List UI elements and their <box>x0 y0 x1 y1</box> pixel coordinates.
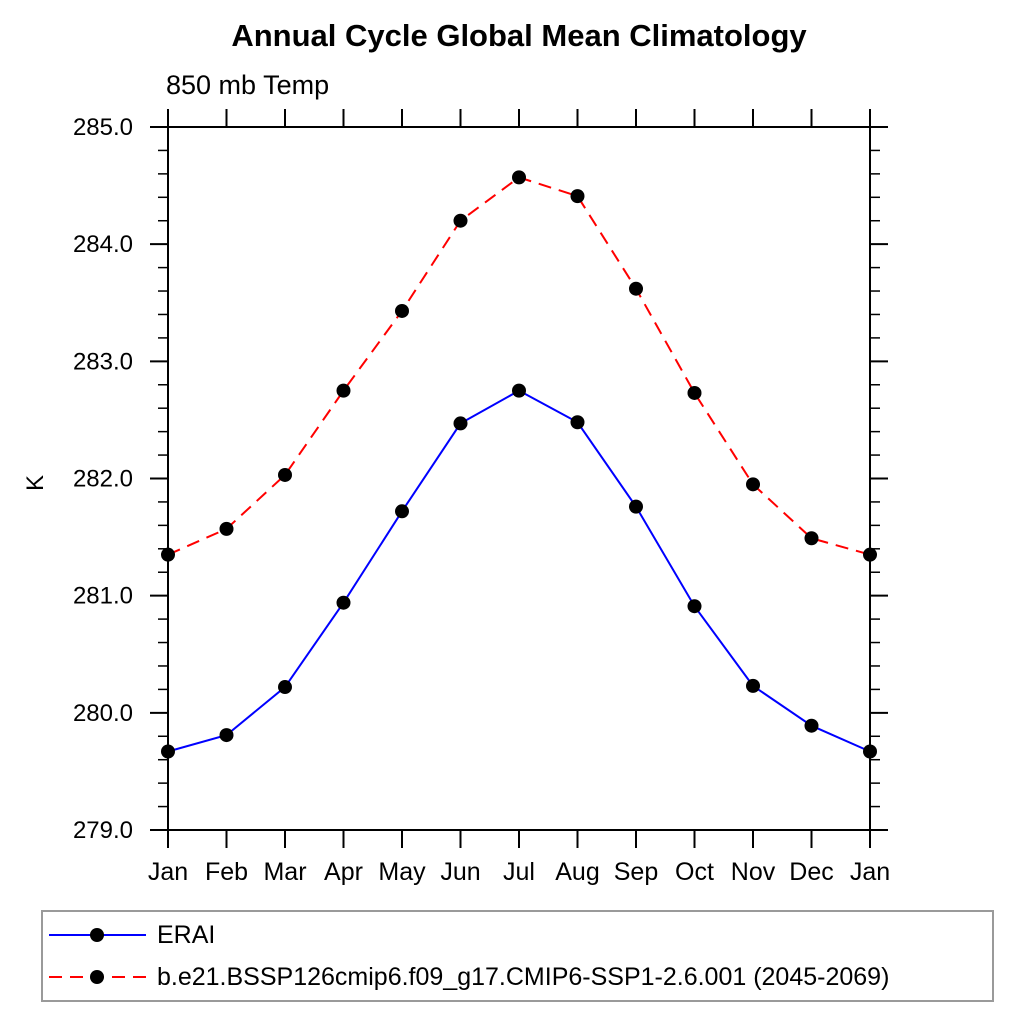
y-tick-label: 283.0 <box>73 348 133 375</box>
x-tick-label: Jul <box>503 858 535 886</box>
y-tick-label: 282.0 <box>73 466 133 493</box>
legend-row-model: b.e21.BSSP126cmip6.f09_g17.CMIP6-SSP1-2.… <box>43 956 992 998</box>
data-point <box>746 477 760 492</box>
data-point <box>219 521 234 536</box>
data-point <box>687 385 702 400</box>
series-line-model <box>167 176 871 556</box>
legend-label-erai: ERAI <box>157 920 216 949</box>
x-tick-label: Oct <box>675 858 714 886</box>
data-point <box>395 504 409 519</box>
x-tick-label: Mar <box>263 858 306 886</box>
x-tick-label: Jun <box>440 858 480 886</box>
x-tick-label: May <box>378 858 426 886</box>
x-tick-label: Jan <box>850 858 890 886</box>
x-tick-label: Apr <box>324 858 363 886</box>
erai-line-sample-icon <box>49 928 146 942</box>
data-point <box>161 744 175 759</box>
series-line-erai <box>167 389 871 753</box>
chart-subtitle: 850 mb Temp <box>166 70 330 100</box>
legend: ERAI b.e21.BSSP126cmip6.f09_g17.CMIP6-SS… <box>41 910 994 1002</box>
data-point <box>687 599 702 614</box>
data-point <box>453 213 468 228</box>
chart-title: Annual Cycle Global Mean Climatology <box>231 18 807 53</box>
y-tick-label: 284.0 <box>73 231 133 258</box>
data-point <box>278 680 292 695</box>
data-point <box>629 499 643 514</box>
data-point <box>336 383 351 398</box>
data-point <box>570 189 585 204</box>
data-point <box>804 531 819 546</box>
x-tick-label: Sep <box>614 858 658 886</box>
data-point <box>336 595 351 610</box>
x-tick-label: Nov <box>731 858 776 886</box>
y-tick-label: 281.0 <box>73 583 133 610</box>
x-tick-label: Jan <box>148 858 188 886</box>
data-point <box>395 303 409 318</box>
data-point <box>863 547 877 562</box>
data-point <box>512 383 526 398</box>
data-point <box>512 170 526 185</box>
data-point <box>161 547 175 562</box>
x-tick-label: Dec <box>789 858 833 886</box>
x-tick-label: Feb <box>205 858 248 886</box>
y-tick-label: 285.0 <box>73 114 133 141</box>
data-point <box>453 416 468 431</box>
data-point <box>570 415 585 430</box>
data-point <box>746 678 760 693</box>
data-point <box>629 281 643 296</box>
data-point <box>278 467 292 482</box>
data-point <box>804 718 819 733</box>
y-tick-label: 279.0 <box>73 817 133 844</box>
x-tick-label: Aug <box>555 858 599 886</box>
y-tick-label: 280.0 <box>73 700 133 727</box>
legend-label-model: b.e21.BSSP126cmip6.f09_g17.CMIP6-SSP1-2.… <box>157 962 890 991</box>
data-point <box>863 744 877 759</box>
data-point <box>219 728 234 743</box>
model-line-sample-icon <box>49 970 146 984</box>
legend-row-erai: ERAI <box>43 914 992 956</box>
plot-frame <box>167 126 871 831</box>
